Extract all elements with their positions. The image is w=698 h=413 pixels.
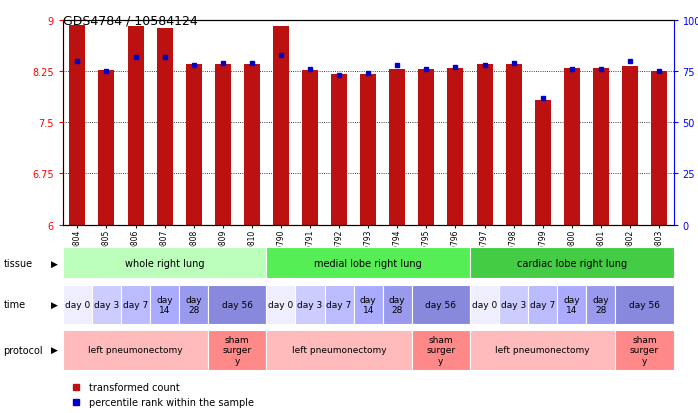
Text: day
28: day 28	[186, 295, 202, 314]
Bar	[360, 74, 376, 225]
Bar	[267, 285, 295, 324]
Bar	[302, 71, 318, 225]
Text: day 56: day 56	[629, 300, 660, 309]
Text: ▶: ▶	[51, 346, 58, 354]
Bar	[470, 330, 616, 370]
Text: sham
surger
y: sham surger y	[426, 335, 456, 365]
Bar	[535, 101, 551, 225]
Text: protocol: protocol	[3, 345, 43, 355]
Bar	[63, 285, 92, 324]
Text: day
28: day 28	[389, 295, 406, 314]
Bar	[267, 248, 470, 279]
Text: whole right lung: whole right lung	[125, 258, 205, 268]
Text: sham
surger
y: sham surger y	[223, 335, 252, 365]
Bar	[92, 285, 121, 324]
Text: day
28: day 28	[593, 295, 609, 314]
Text: tissue: tissue	[3, 258, 33, 268]
Text: day 0: day 0	[472, 300, 497, 309]
Bar	[331, 74, 347, 225]
Bar	[447, 68, 463, 225]
Bar	[63, 330, 208, 370]
Bar	[586, 285, 616, 324]
Text: time: time	[3, 299, 26, 310]
Bar	[557, 285, 586, 324]
Text: sham
surger
y: sham surger y	[630, 335, 659, 365]
Text: medial lobe right lung: medial lobe right lung	[314, 258, 422, 268]
Bar	[593, 68, 609, 225]
Text: cardiac lobe right lung: cardiac lobe right lung	[517, 258, 627, 268]
Bar	[651, 72, 667, 225]
Bar	[564, 68, 580, 225]
Text: day 7: day 7	[123, 300, 148, 309]
Bar	[150, 285, 179, 324]
Bar	[470, 248, 674, 279]
Bar	[295, 285, 325, 324]
Text: day
14: day 14	[360, 295, 376, 314]
Bar	[208, 285, 267, 324]
Bar	[418, 70, 434, 225]
Bar	[121, 285, 150, 324]
Bar	[499, 285, 528, 324]
Text: day 3: day 3	[94, 300, 119, 309]
Text: ▶: ▶	[51, 259, 58, 268]
Text: ▶: ▶	[51, 300, 58, 309]
Bar	[63, 248, 267, 279]
Bar	[156, 29, 172, 225]
Text: day 3: day 3	[297, 300, 322, 309]
Bar	[128, 27, 144, 225]
Text: day 3: day 3	[501, 300, 526, 309]
Text: day 0: day 0	[268, 300, 294, 309]
Bar	[354, 285, 383, 324]
Bar	[383, 285, 412, 324]
Bar	[69, 26, 85, 225]
Text: left pneumonectomy: left pneumonectomy	[88, 346, 183, 354]
Text: day 56: day 56	[222, 300, 253, 309]
Bar	[98, 70, 114, 225]
Text: day 7: day 7	[530, 300, 556, 309]
Bar	[273, 27, 289, 225]
Text: GDS4784 / 10584124: GDS4784 / 10584124	[63, 14, 198, 27]
Bar	[179, 285, 208, 324]
Bar	[325, 285, 354, 324]
Bar	[505, 65, 521, 225]
Bar	[186, 65, 202, 225]
Bar	[528, 285, 557, 324]
Bar	[470, 285, 499, 324]
Text: left pneumonectomy: left pneumonectomy	[292, 346, 387, 354]
Bar	[215, 65, 231, 225]
Bar	[412, 330, 470, 370]
Bar	[412, 285, 470, 324]
Bar	[267, 330, 412, 370]
Bar	[477, 65, 493, 225]
Text: day 56: day 56	[425, 300, 456, 309]
Bar	[389, 70, 406, 225]
Bar	[616, 285, 674, 324]
Bar	[622, 67, 638, 225]
Bar	[208, 330, 267, 370]
Text: day 0: day 0	[65, 300, 90, 309]
Text: day 7: day 7	[327, 300, 352, 309]
Legend: transformed count, percentile rank within the sample: transformed count, percentile rank withi…	[68, 379, 258, 411]
Text: day
14: day 14	[563, 295, 580, 314]
Bar	[616, 330, 674, 370]
Text: day
14: day 14	[156, 295, 173, 314]
Text: left pneumonectomy: left pneumonectomy	[496, 346, 590, 354]
Bar	[244, 65, 260, 225]
